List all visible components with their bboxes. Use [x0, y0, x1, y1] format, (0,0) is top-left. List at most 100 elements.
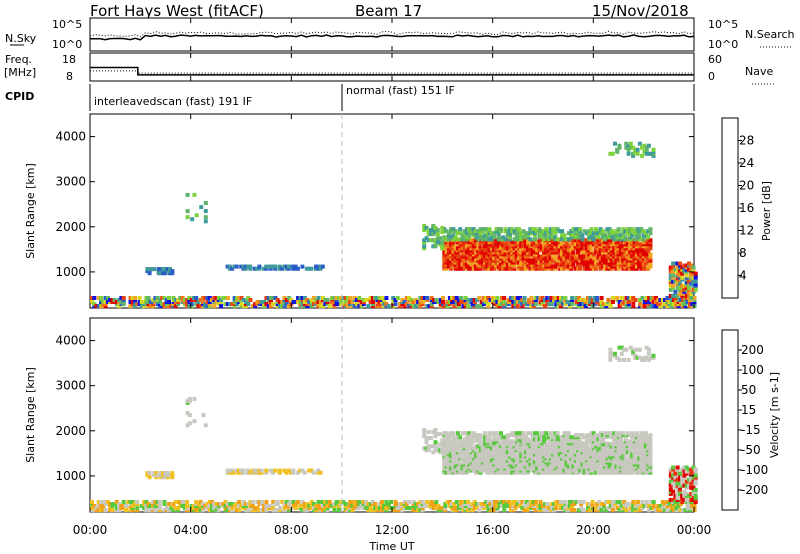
- vel-cells-cell: [528, 458, 533, 463]
- power-cells-cell: [623, 248, 628, 253]
- power-cells-cell: [638, 298, 643, 302]
- vel-cells-cell: [614, 431, 619, 436]
- power-cells-cell: [600, 256, 605, 261]
- power-cells-cell: [293, 264, 298, 269]
- power-cells-cell: [121, 296, 126, 300]
- vel-cells-cell: [689, 467, 694, 472]
- power-cells-cell: [614, 248, 619, 253]
- power-cells-cell: [604, 302, 609, 307]
- vel-cells-cell: [513, 506, 518, 511]
- power-cells-cell: [563, 296, 568, 300]
- vel-cells-cell: [494, 470, 499, 475]
- vel-cells-cell: [509, 506, 513, 511]
- power-cells-cell: [609, 240, 614, 245]
- power-cells-cell: [514, 254, 519, 259]
- vel-cells-cell: [637, 444, 642, 449]
- vel-cells-cell: [553, 464, 558, 469]
- power-cells-cell: [596, 231, 601, 236]
- vel-cells-cell: [558, 504, 563, 508]
- vel-cells-cell: [594, 439, 599, 444]
- vel-cells-cell: [528, 450, 533, 455]
- power-cells-cell: [520, 298, 525, 302]
- power-cells-cell: [555, 248, 560, 253]
- vel-cells-cell: [480, 452, 485, 457]
- vel-cells-cell: [465, 470, 469, 475]
- vel-cells-cell: [130, 506, 135, 511]
- vel-cells-cell: [458, 448, 463, 453]
- vel-cells-cell: [223, 506, 228, 511]
- vel-cells-cell: [434, 500, 439, 504]
- power-cells-cell: [99, 296, 104, 300]
- vel-cells-cell: [255, 470, 260, 475]
- vel-cells-cell: [467, 452, 472, 457]
- vel-cells-cell: [110, 508, 115, 513]
- vel-cells-cell: [594, 452, 599, 457]
- power-cells-cell: [462, 244, 467, 249]
- power-cells-cell: [634, 238, 639, 243]
- vel-cells-cell: [402, 500, 407, 504]
- vel-cells-cell: [432, 502, 436, 506]
- power-cells-cell: [496, 260, 501, 265]
- vel-cells-cell: [648, 458, 653, 463]
- power-cells-cell: [535, 256, 540, 261]
- vel-cells-cell: [564, 444, 569, 449]
- vel-cells-cell: [684, 491, 689, 496]
- power-cells-cell: [130, 302, 135, 307]
- vel-cells-cell: [577, 500, 581, 504]
- vel-cells-cell: [639, 464, 644, 469]
- power-cells-cell: [621, 227, 626, 232]
- power-cells-cell: [133, 304, 137, 309]
- vel-cells-cell: [343, 502, 348, 506]
- vel-cells-cell: [494, 437, 499, 442]
- vel-cells-cell: [117, 502, 122, 506]
- vel-cells-cell: [523, 435, 528, 440]
- vel-cells-cell: [438, 442, 443, 447]
- vel-cells-cell: [425, 500, 430, 504]
- vel-cells-cell: [275, 508, 280, 513]
- power-cells-cell: [361, 302, 366, 307]
- power-cells-cell: [465, 227, 469, 232]
- power-cells-cell: [500, 296, 504, 300]
- vel-cells-cell: [453, 437, 458, 442]
- power-cells-cell: [639, 237, 644, 242]
- power-cells-cell: [505, 254, 510, 259]
- power-cells-cell: [232, 302, 237, 307]
- power-cells-cell: [429, 296, 434, 300]
- vel-cells-cell: [624, 506, 629, 511]
- power-cells-cell: [687, 296, 691, 300]
- power-cells-cell: [467, 254, 472, 259]
- power-cells-cell: [476, 246, 481, 251]
- vel-cells-cell: [345, 506, 350, 511]
- vel-cells-cell: [530, 458, 535, 463]
- vel-cells-cell: [552, 502, 557, 506]
- power-cells-cell: [492, 248, 497, 253]
- vel-cells-cell: [617, 345, 622, 350]
- vel-cells-cell: [635, 355, 640, 360]
- power-cells-cell: [469, 260, 474, 265]
- vel-cells-cell: [472, 500, 477, 504]
- power-cells-cell: [318, 266, 323, 271]
- vel-cells-cell: [585, 442, 589, 447]
- vel-cells-cell: [402, 506, 407, 511]
- power-cells-cell: [527, 298, 532, 302]
- power-cells-cell: [530, 260, 535, 265]
- power-cells-cell: [404, 296, 409, 300]
- power-cells-cell: [476, 242, 481, 247]
- vel-cells-cell: [591, 437, 596, 442]
- power-cells-cell: [460, 266, 465, 271]
- power-cells-cell: [302, 300, 307, 304]
- power-cells-cell: [579, 302, 584, 307]
- power-cells-cell: [424, 236, 429, 241]
- power-cells-cell: [266, 264, 271, 269]
- power-cells-cell: [508, 246, 512, 251]
- vel-cells-cell: [580, 464, 585, 469]
- vel-cells-cell: [521, 464, 526, 469]
- power-cells-cell: [553, 227, 558, 232]
- power-cells-cell: [522, 302, 527, 307]
- vel-cells-cell: [519, 466, 524, 471]
- power-cells-cell: [453, 244, 458, 249]
- power-cells-cell: [625, 260, 630, 265]
- power-cells-cell: [585, 252, 589, 257]
- power-cells-cell: [487, 262, 492, 267]
- power-cells-cell: [431, 244, 436, 249]
